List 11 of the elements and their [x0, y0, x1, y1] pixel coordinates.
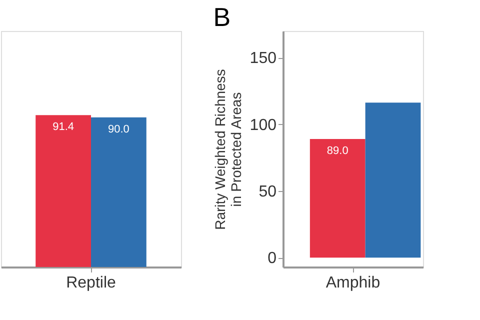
- y-tick-label: 50: [258, 184, 277, 200]
- chart-title: B: [213, 2, 231, 32]
- data-label: 90.0: [108, 123, 130, 136]
- y-tick-label: 100: [250, 116, 277, 134]
- y-tick-label: 150: [250, 50, 277, 68]
- x-tick-label: Amphib: [326, 274, 380, 292]
- y-tick-label: 0: [268, 250, 277, 268]
- x-tick-label: Reptile: [66, 274, 116, 292]
- data-label: 91.4: [52, 121, 74, 134]
- y-axis-title: Rarity Weighted Richness in Protected Areas: [212, 69, 244, 230]
- data-label: 89.0: [326, 145, 348, 157]
